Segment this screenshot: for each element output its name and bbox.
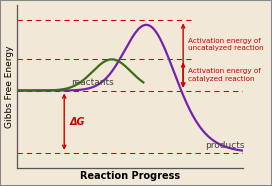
Text: ΔG: ΔG <box>70 117 85 127</box>
Text: reactants: reactants <box>71 78 114 87</box>
Text: Activation energy of
uncatalyzed reaction: Activation energy of uncatalyzed reactio… <box>188 38 263 51</box>
X-axis label: Reaction Progress: Reaction Progress <box>80 171 180 181</box>
Y-axis label: Gibbs Free Energy: Gibbs Free Energy <box>5 45 14 128</box>
Text: Activation energy of
catalyzed reaction: Activation energy of catalyzed reaction <box>188 68 260 82</box>
Text: products: products <box>205 142 244 150</box>
